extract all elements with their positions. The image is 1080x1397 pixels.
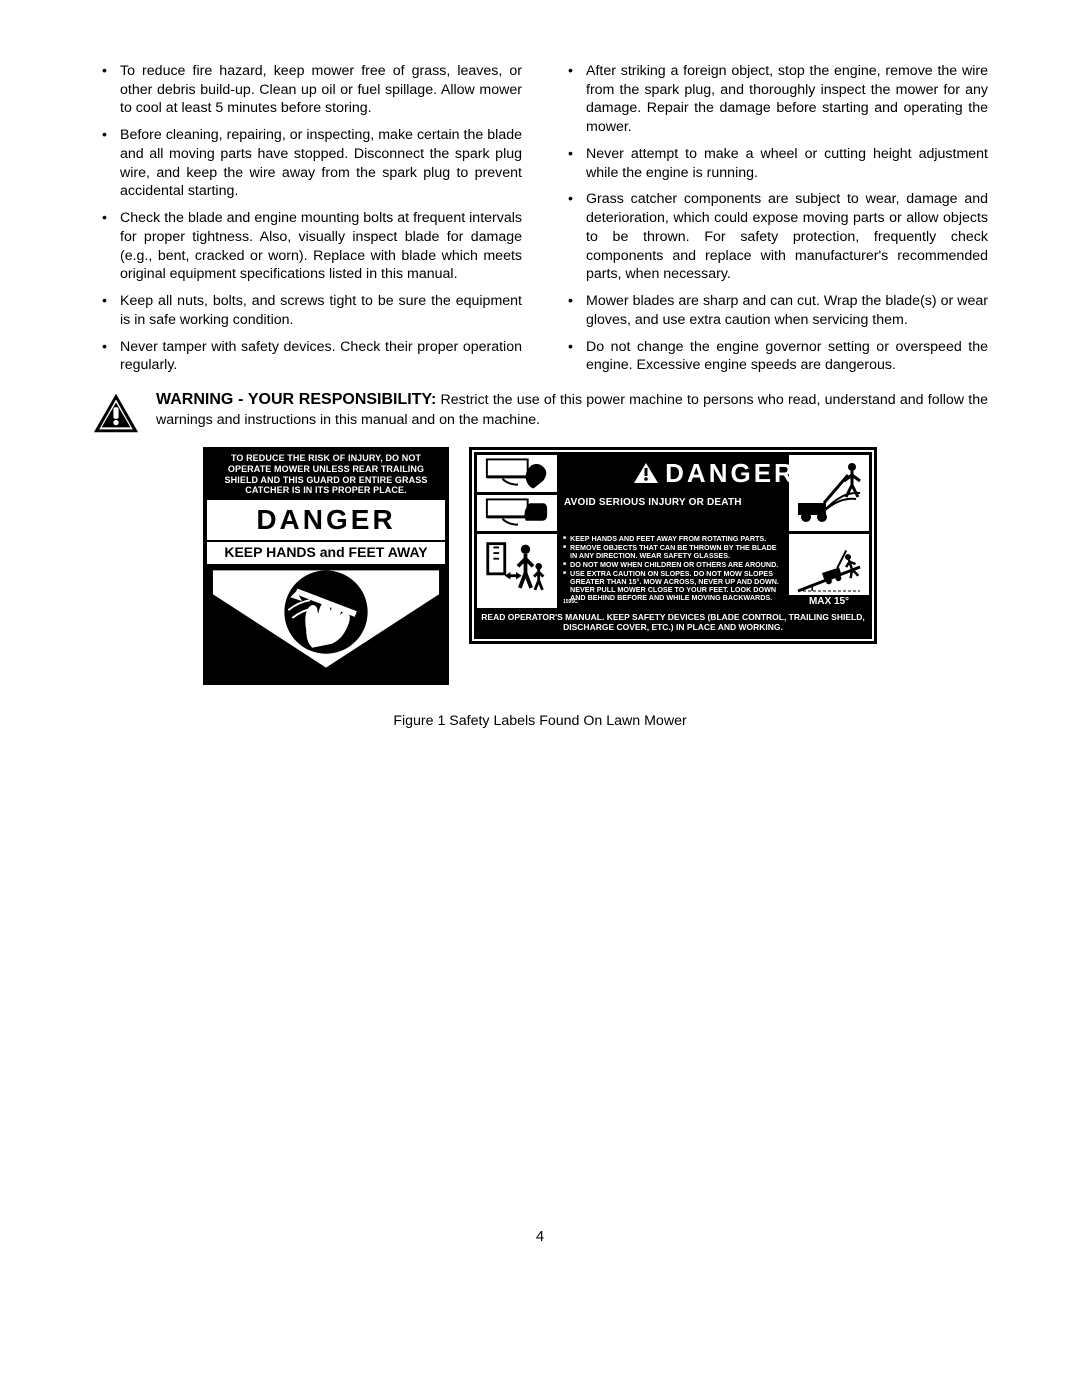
bystander-icon bbox=[477, 534, 557, 608]
label2-bullet-item: REMOVE OBJECTS THAT CAN BE THROWN BY THE… bbox=[563, 544, 783, 561]
alert-triangle-icon bbox=[633, 462, 659, 484]
bullet-item: Never attempt to make a wheel or cutting… bbox=[582, 145, 988, 182]
label1-danger: DANGER bbox=[207, 500, 445, 540]
label2-subtitle: AVOID SERIOUS INJURY OR DEATH bbox=[560, 495, 786, 532]
label1-keep: KEEP HANDS and FEET AWAY bbox=[207, 542, 445, 564]
figure-caption: Figure 1 Safety Labels Found On Lawn Mow… bbox=[92, 713, 988, 729]
bullet-item: Keep all nuts, bolts, and screws tight t… bbox=[116, 292, 522, 329]
left-column: To reduce fire hazard, keep mower free o… bbox=[92, 62, 522, 383]
bullet-item: Do not change the engine governor settin… bbox=[582, 338, 988, 375]
safety-labels-figure: TO REDUCE THE RISK OF INJURY, DO NOT OPE… bbox=[92, 447, 988, 685]
max-slope-icon: MAX 15° bbox=[789, 534, 869, 608]
bullet-item: Before cleaning, repairing, or inspectin… bbox=[116, 126, 522, 201]
label2-footer: READ OPERATOR'S MANUAL. KEEP SAFETY DEVI… bbox=[477, 611, 869, 636]
thrown-object-icon bbox=[789, 455, 869, 531]
page-number: 4 bbox=[0, 1229, 1080, 1245]
label1-top-text: TO REDUCE THE RISK OF INJURY, DO NOT OPE… bbox=[207, 451, 445, 500]
label2-bullet-item: DO NOT MOW WHEN CHILDREN OR OTHERS ARE A… bbox=[563, 561, 783, 569]
bullet-item: To reduce fire hazard, keep mower free o… bbox=[116, 62, 522, 118]
max-slope-text: MAX 15° bbox=[789, 595, 869, 608]
danger-label-hands-feet: TO REDUCE THE RISK OF INJURY, DO NOT OPE… bbox=[203, 447, 449, 685]
right-column: After striking a foreign object, stop th… bbox=[558, 62, 988, 383]
label2-bullet-item: USE EXTRA CAUTION ON SLOPES. DO NOT MOW … bbox=[563, 570, 783, 603]
warning-lead: WARNING - YOUR RESPONSIBILITY: bbox=[156, 391, 436, 408]
bullet-item: Grass catcher components are subject to … bbox=[582, 190, 988, 284]
warning-triangle-icon bbox=[92, 391, 140, 435]
left-bullet-list: To reduce fire hazard, keep mower free o… bbox=[92, 62, 522, 375]
hand-blade-icon bbox=[207, 566, 445, 676]
right-bullet-list: After striking a foreign object, stop th… bbox=[558, 62, 988, 375]
bullet-item: After striking a foreign object, stop th… bbox=[582, 62, 988, 137]
bullet-item: Mower blades are sharp and can cut. Wrap… bbox=[582, 292, 988, 329]
hand-cut-icon bbox=[477, 455, 557, 492]
bullet-item: Check the blade and engine mounting bolt… bbox=[116, 209, 522, 284]
warning-block: WARNING - YOUR RESPONSIBILITY: Restrict … bbox=[92, 389, 988, 435]
label2-danger-text: DANGER bbox=[665, 458, 796, 489]
foot-cut-icon bbox=[477, 495, 557, 532]
label2-bullet-list: KEEP HANDS AND FEET AWAY FROM ROTATING P… bbox=[560, 534, 786, 608]
label2-code: 1595C bbox=[563, 600, 578, 606]
two-column-bullets: To reduce fire hazard, keep mower free o… bbox=[92, 62, 988, 383]
bullet-item: Never tamper with safety devices. Check … bbox=[116, 338, 522, 375]
warning-text: WARNING - YOUR RESPONSIBILITY: Restrict … bbox=[156, 389, 988, 430]
danger-label-multi: DANGER AVOID SERIOUS INJURY OR DEA bbox=[469, 447, 877, 644]
